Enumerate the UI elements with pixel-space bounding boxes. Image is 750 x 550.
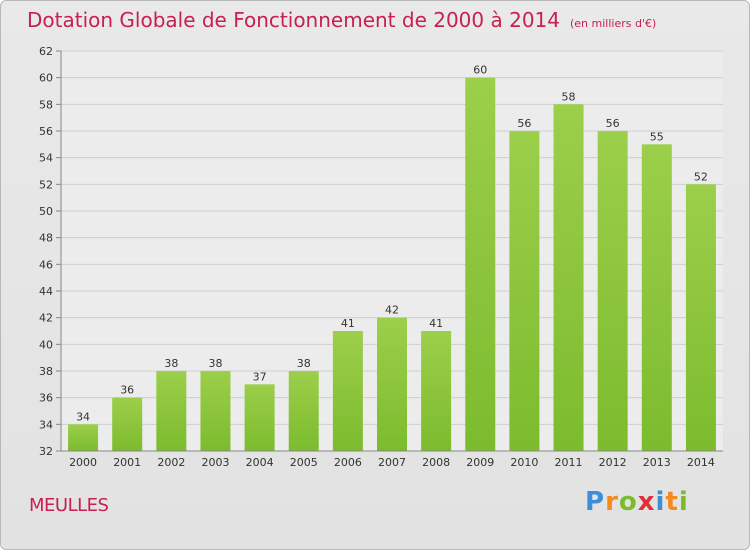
y-tick-label: 42 <box>39 312 53 325</box>
bar-2001 <box>112 397 143 451</box>
x-tick-label: 2003 <box>201 456 229 469</box>
y-tick-label: 58 <box>39 98 53 111</box>
bar-value-label: 55 <box>650 130 664 143</box>
bar-2007 <box>377 317 407 451</box>
x-tick-label: 2000 <box>69 456 97 469</box>
x-tick-label: 2011 <box>555 456 583 469</box>
bar-value-label: 37 <box>253 370 267 383</box>
x-tick-label: 2007 <box>378 456 406 469</box>
y-tick-label: 36 <box>39 392 53 405</box>
x-tick-label: 2001 <box>113 456 141 469</box>
bar-2008 <box>421 331 452 451</box>
bar-2010 <box>509 131 540 451</box>
bar-value-label: 56 <box>517 117 531 130</box>
x-tick-label: 2014 <box>687 456 715 469</box>
y-tick-label: 56 <box>39 125 53 138</box>
x-tick-label: 2005 <box>290 456 318 469</box>
proxiti-logo: Proxiti <box>585 487 689 517</box>
bar-2003 <box>200 371 231 451</box>
bar-2005 <box>288 371 319 451</box>
y-tick-label: 54 <box>39 152 53 165</box>
bar-2014 <box>685 184 716 452</box>
logo-letter: i <box>655 487 666 517</box>
y-tick-label: 62 <box>39 45 53 58</box>
bar-value-label: 52 <box>694 170 708 183</box>
y-tick-label: 44 <box>39 285 53 298</box>
x-tick-label: 2012 <box>599 456 627 469</box>
logo-letter: r <box>605 487 619 517</box>
bar-value-label: 38 <box>164 357 178 370</box>
y-tick-label: 50 <box>39 205 53 218</box>
x-tick-label: 2013 <box>643 456 671 469</box>
y-tick-label: 60 <box>39 72 53 85</box>
x-tick-label: 2010 <box>510 456 538 469</box>
bar-2009 <box>465 77 496 452</box>
bar-value-label: 56 <box>606 117 620 130</box>
bar-2013 <box>641 144 672 452</box>
logo-letter: t <box>665 487 679 517</box>
bar-value-label: 41 <box>341 317 355 330</box>
bar-value-label: 41 <box>429 317 443 330</box>
bar-value-label: 58 <box>562 90 576 103</box>
bar-2004 <box>244 384 275 451</box>
bar-value-label: 38 <box>208 357 222 370</box>
bar-value-label: 36 <box>120 384 134 397</box>
x-tick-label: 2002 <box>157 456 185 469</box>
commune-name: MEULLES <box>29 495 109 516</box>
logo-letter: x <box>637 487 656 517</box>
y-tick-label: 40 <box>39 338 53 351</box>
x-tick-label: 2004 <box>246 456 274 469</box>
bar-value-label: 42 <box>385 304 399 317</box>
logo-letter: i <box>678 487 689 517</box>
y-tick-label: 38 <box>39 365 53 378</box>
y-tick-label: 48 <box>39 232 53 245</box>
chart-title-text: Dotation Globale de Fonctionnement de 20… <box>27 8 560 32</box>
bar-value-label: 60 <box>473 64 487 77</box>
bar-2000 <box>68 424 99 451</box>
bar-2011 <box>553 104 584 451</box>
bar-value-label: 34 <box>76 410 90 423</box>
y-tick-label: 46 <box>39 258 53 271</box>
bar-2002 <box>156 371 187 451</box>
x-tick-label: 2009 <box>466 456 494 469</box>
x-tick-label: 2006 <box>334 456 362 469</box>
logo-letter: P <box>585 487 606 517</box>
bar-2006 <box>332 331 363 451</box>
x-tick-label: 2008 <box>422 456 450 469</box>
chart-title: Dotation Globale de Fonctionnement de 20… <box>27 8 656 32</box>
bar-value-label: 38 <box>297 357 311 370</box>
y-tick-label: 32 <box>39 445 53 458</box>
y-tick-label: 34 <box>39 418 53 431</box>
bar-2012 <box>597 131 628 451</box>
chart-unit: (en milliers d'€) <box>570 17 657 30</box>
y-tick-label: 52 <box>39 178 53 191</box>
logo-letter: o <box>618 487 638 517</box>
